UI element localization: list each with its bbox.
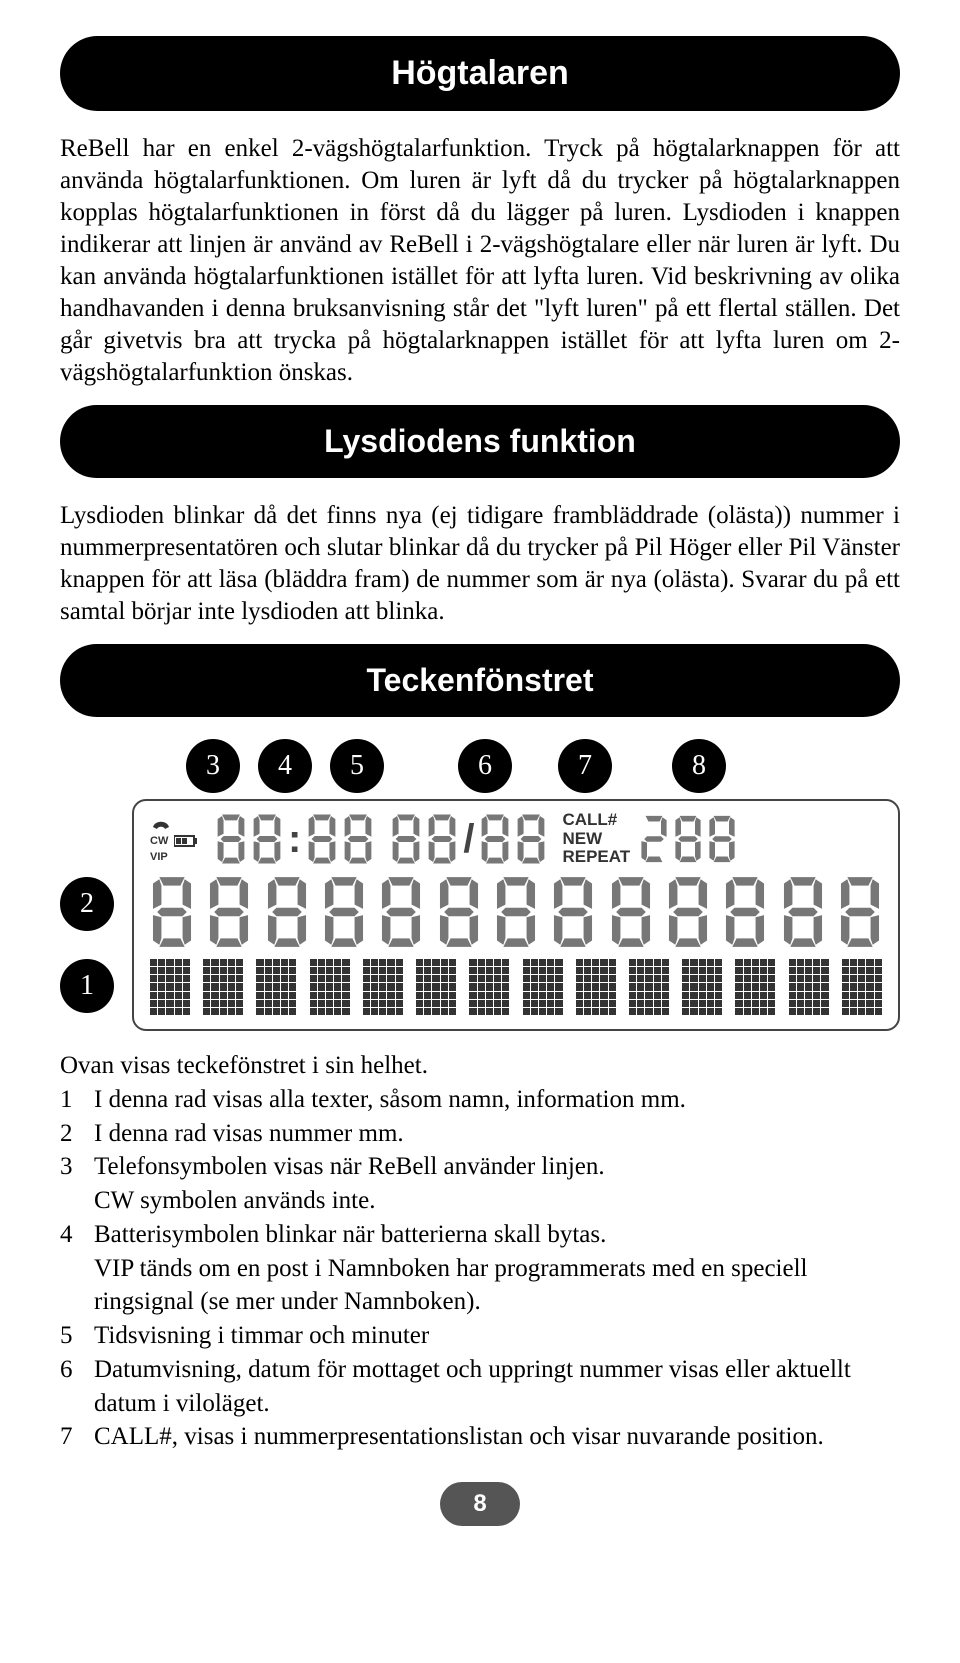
page-number-badge: 8 bbox=[440, 1482, 520, 1526]
legend-item: 3Telefonsymbolen visas när ReBell använd… bbox=[60, 1150, 900, 1184]
dot-matrix-char bbox=[629, 959, 669, 1015]
dot-matrix-char bbox=[735, 959, 775, 1015]
dot-matrix-char bbox=[416, 959, 456, 1015]
seven-segment-digit bbox=[708, 814, 736, 864]
seven-segment-digit bbox=[551, 875, 595, 949]
dot-matrix-char bbox=[789, 959, 829, 1015]
lcd-status-new: NEW bbox=[562, 830, 630, 849]
seven-segment-digit bbox=[307, 813, 337, 865]
section-heading-display: Teckenfönstret bbox=[60, 644, 900, 717]
callout-bubble-2: 2 bbox=[60, 877, 114, 931]
callout-bubble-6: 6 bbox=[458, 739, 512, 793]
dot-matrix-char bbox=[310, 959, 350, 1015]
seven-segment-digit bbox=[252, 813, 282, 865]
lcd-panel: CW VIP : / CALL# NEW REPEAT bbox=[132, 799, 900, 1031]
led-body: Lysdioden blinkar då det finns nya (ej t… bbox=[60, 500, 900, 628]
seven-segment-digit bbox=[265, 875, 309, 949]
display-legend: Ovan visas teckefönstret i sin helhet. 1… bbox=[60, 1049, 900, 1454]
battery-icon bbox=[174, 835, 198, 847]
legend-number: 2 bbox=[60, 1117, 94, 1151]
legend-item: 6Datumvisning, datum för mottaget och up… bbox=[60, 1353, 900, 1421]
callout-top-row: 3 4 5 6 7 8 bbox=[60, 739, 900, 793]
lcd-status-call: CALL# bbox=[562, 811, 630, 830]
seven-segment-digit bbox=[343, 813, 373, 865]
legend-intro: Ovan visas teckefönstret i sin helhet. bbox=[60, 1049, 900, 1083]
seven-segment-digit bbox=[838, 875, 882, 949]
callout-bubble-8: 8 bbox=[672, 739, 726, 793]
legend-number: 6 bbox=[60, 1353, 94, 1421]
colon-separator: : bbox=[288, 817, 301, 862]
dot-matrix-char bbox=[523, 959, 563, 1015]
legend-text: Datumvisning, datum för mottaget och upp… bbox=[94, 1353, 900, 1421]
seven-segment-digit bbox=[723, 875, 767, 949]
legend-number: 7 bbox=[60, 1420, 94, 1454]
lcd-text-row bbox=[150, 959, 882, 1015]
phone-icon bbox=[150, 815, 172, 831]
legend-item: 4Batterisymbolen blinkar när batterierna… bbox=[60, 1218, 900, 1252]
seven-segment-digit bbox=[674, 814, 702, 864]
seven-segment-digit bbox=[207, 875, 251, 949]
callout-bubble-3: 3 bbox=[186, 739, 240, 793]
vip-label: VIP bbox=[150, 851, 168, 863]
seven-segment-digit bbox=[437, 875, 481, 949]
lcd-status-words: CALL# NEW REPEAT bbox=[562, 811, 630, 867]
legend-number: 4 bbox=[60, 1218, 94, 1252]
dot-matrix-char bbox=[842, 959, 882, 1015]
dot-matrix-char bbox=[576, 959, 616, 1015]
slash-separator: / bbox=[463, 817, 474, 862]
seven-segment-digit bbox=[216, 813, 246, 865]
dot-matrix-char bbox=[363, 959, 403, 1015]
seven-segment-digit bbox=[494, 875, 538, 949]
callout-bubble-5: 5 bbox=[330, 739, 384, 793]
legend-subtext: VIP tänds om en post i Namnboken har pro… bbox=[60, 1252, 900, 1320]
legend-item: 5Tidsvisning i timmar och minuter bbox=[60, 1319, 900, 1353]
legend-text: Telefonsymbolen visas när ReBell använde… bbox=[94, 1150, 900, 1184]
legend-text: CALL#, visas i nummerpresentationslistan… bbox=[94, 1420, 900, 1454]
seven-segment-digit bbox=[609, 875, 653, 949]
lcd-count bbox=[640, 814, 736, 864]
legend-item: 2I denna rad visas nummer mm. bbox=[60, 1117, 900, 1151]
dot-matrix-char bbox=[469, 959, 509, 1015]
speaker-body: ReBell har en enkel 2-vägshögtalarfunkti… bbox=[60, 133, 900, 389]
seven-segment-digit bbox=[427, 813, 457, 865]
seven-segment-digit bbox=[379, 875, 423, 949]
seven-segment-digit bbox=[640, 814, 668, 864]
legend-number: 5 bbox=[60, 1319, 94, 1353]
dot-matrix-char bbox=[256, 959, 296, 1015]
dot-matrix-char bbox=[682, 959, 722, 1015]
callout-bubble-1: 1 bbox=[60, 959, 114, 1013]
dot-matrix-char bbox=[203, 959, 243, 1015]
seven-segment-digit bbox=[480, 813, 510, 865]
callout-bubble-7: 7 bbox=[558, 739, 612, 793]
lcd-status-repeat: REPEAT bbox=[562, 848, 630, 867]
seven-segment-digit bbox=[516, 813, 546, 865]
seven-segment-digit bbox=[666, 875, 710, 949]
legend-number: 1 bbox=[60, 1083, 94, 1117]
cw-label: CW bbox=[150, 835, 168, 847]
callout-bubble-4: 4 bbox=[258, 739, 312, 793]
lcd-time: : bbox=[216, 813, 373, 865]
legend-item: 1I denna rad visas alla texter, såsom na… bbox=[60, 1083, 900, 1117]
legend-subtext: CW symbolen används inte. bbox=[60, 1184, 900, 1218]
lcd-icon-stack: CW VIP bbox=[150, 815, 206, 863]
section-heading-led: Lysdiodens funktion bbox=[60, 405, 900, 478]
legend-text: Tidsvisning i timmar och minuter bbox=[94, 1319, 900, 1353]
callout-side-column: 2 1 bbox=[60, 799, 114, 1013]
legend-number: 3 bbox=[60, 1150, 94, 1184]
seven-segment-digit bbox=[150, 875, 194, 949]
display-area: 2 1 CW VIP : / CALL# NEW bbox=[60, 799, 900, 1031]
seven-segment-digit bbox=[391, 813, 421, 865]
legend-item: 7CALL#, visas i nummerpresentationslista… bbox=[60, 1420, 900, 1454]
legend-text: I denna rad visas alla texter, såsom nam… bbox=[94, 1083, 900, 1117]
dot-matrix-char bbox=[150, 959, 190, 1015]
legend-text: I denna rad visas nummer mm. bbox=[94, 1117, 900, 1151]
seven-segment-digit bbox=[322, 875, 366, 949]
lcd-number-row bbox=[150, 875, 882, 949]
lcd-date: / bbox=[391, 813, 546, 865]
seven-segment-digit bbox=[781, 875, 825, 949]
legend-text: Batterisymbolen blinkar när batterierna … bbox=[94, 1218, 900, 1252]
section-heading-speaker: Högtalaren bbox=[60, 36, 900, 111]
lcd-top-row: CW VIP : / CALL# NEW REPEAT bbox=[150, 811, 882, 867]
